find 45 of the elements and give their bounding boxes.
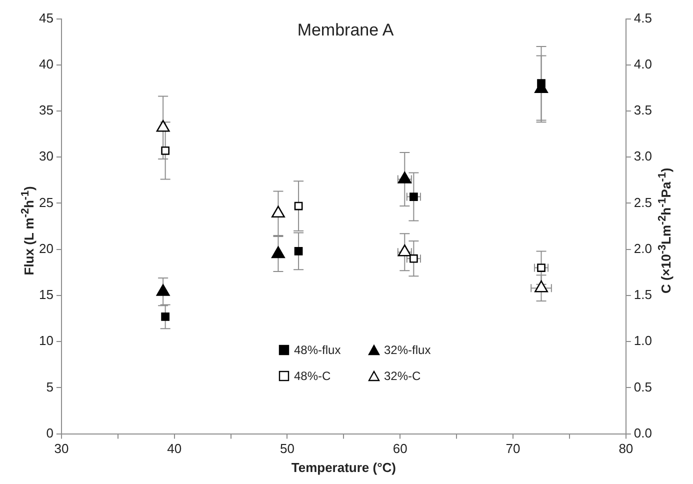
y-tick-label: 0: [46, 425, 54, 440]
y2-tick-label: 4.0: [634, 56, 652, 72]
x-tick-label: 60: [392, 441, 408, 456]
legend-label: 32%-C: [384, 369, 421, 383]
y-tick-label: 5: [46, 379, 54, 394]
y2-tick-label: 2.5: [634, 194, 652, 210]
point: [272, 246, 285, 258]
point: [294, 202, 303, 210]
x-tick-label: 80: [618, 441, 634, 456]
point: [398, 172, 412, 184]
y2-tick-label: 0.5: [634, 379, 652, 394]
y2-tick-label: 0.0: [634, 425, 652, 440]
y-tick-label: 25: [38, 194, 54, 210]
x-axis-title: Temperature (°C): [291, 460, 396, 475]
point: [156, 284, 170, 296]
legend-label: 48%-flux: [294, 343, 341, 357]
point: [272, 206, 285, 218]
y2-tick-label: 1.0: [634, 333, 652, 348]
point: [534, 280, 548, 292]
y-tick-label: 15: [38, 287, 54, 302]
y2-tick-label: 3.0: [634, 148, 652, 164]
y2-tick-label: 3.5: [634, 102, 652, 118]
y-tick-label: 20: [38, 240, 54, 256]
point: [161, 312, 170, 321]
point: [398, 244, 412, 256]
y-tick-label: 30: [38, 148, 54, 164]
point: [410, 192, 418, 201]
x-tick-label: 50: [280, 441, 294, 456]
point: [537, 264, 546, 272]
y2-tick-label: 1.5: [634, 287, 652, 302]
legend-label: 32%-flux: [384, 343, 431, 357]
chart-title: Membrane A: [297, 20, 394, 40]
point: [156, 120, 170, 132]
y-tick-label: 10: [38, 333, 54, 348]
y-tick-label: 35: [38, 102, 54, 118]
y-tick-label: 40: [38, 56, 54, 72]
x-tick-label: 40: [167, 441, 182, 456]
y2-tick-label: 4.5: [634, 10, 652, 26]
legend-label: 48%-C: [294, 369, 331, 383]
point: [161, 146, 170, 155]
y-tick-label: 45: [38, 10, 54, 26]
x-tick-label: 70: [506, 441, 520, 456]
y2-tick-label: 2.0: [634, 240, 652, 256]
point: [410, 254, 418, 263]
point: [294, 247, 303, 256]
